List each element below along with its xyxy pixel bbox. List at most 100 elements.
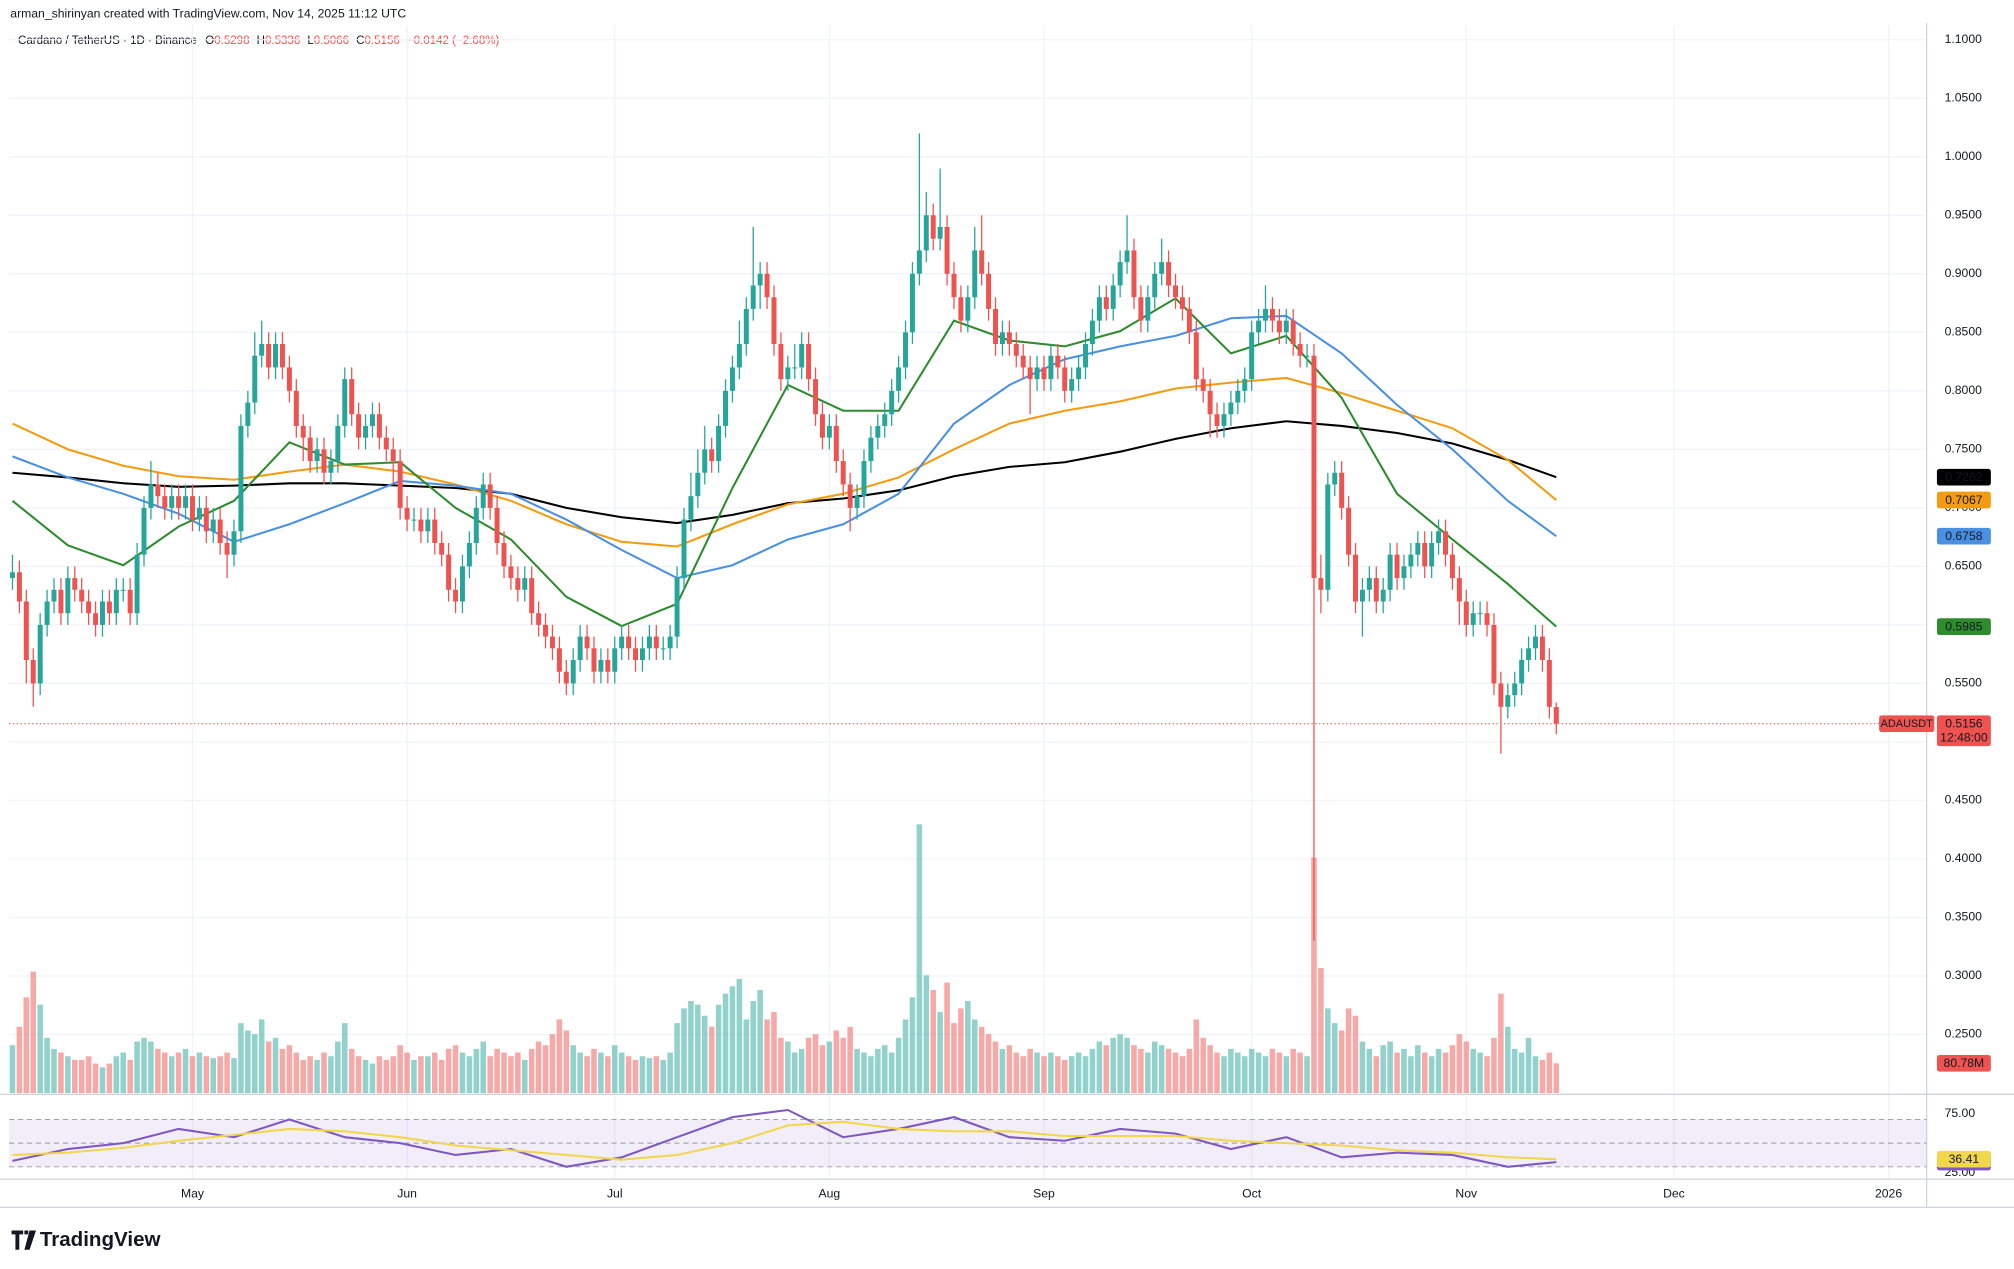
candle-body [979,250,985,274]
volume-bar [549,1034,556,1094]
volume-bar [736,978,743,1094]
volume-bar [272,1037,279,1094]
volume-bar [1151,1041,1158,1094]
volume-bar [902,1019,909,1094]
candle-body [986,273,992,309]
candle-body [1186,308,1192,333]
x-tick-label: Dec [1663,1187,1685,1201]
candle-body [1103,297,1109,309]
volume-bar [895,1037,902,1094]
line-series [12,1120,1557,1161]
volume-bar [771,1012,777,1094]
y-tick-label: 0.6500 [1945,559,1982,573]
candle-body [750,285,756,309]
ma-value-label-box [1936,491,1991,509]
candle-body [626,636,632,649]
y-tick-label: 0.9000 [1945,266,1982,280]
candle-body [9,572,15,579]
volume-bar [1034,1052,1040,1094]
volume-bar [376,1056,383,1094]
candle-body [245,402,251,426]
candle-body [764,273,770,298]
volume-bar [404,1052,410,1094]
volume-bar [51,1048,57,1094]
candle-body [1373,578,1379,602]
candle-body [1131,250,1137,298]
candle-body [633,648,639,661]
y-tick-label: 0.5500 [1945,676,1982,690]
candle-body [584,636,590,649]
legend-line: Cardano / TetherUS · 1D · Binance O0.529… [18,35,500,47]
candle-body [390,449,396,462]
volume-bar [314,1059,320,1094]
candle-body [155,484,161,497]
candle-body [792,367,798,369]
candle-body [1235,390,1241,403]
candle-body [1069,379,1075,391]
volume-bar [791,1052,798,1094]
volume-bar [854,1048,860,1094]
candle-body [903,332,909,368]
volume-bar [812,1034,819,1094]
candle-body [501,542,507,567]
volume-bar [653,1056,660,1094]
volume-bar [1511,1048,1518,1094]
candle-body [1553,707,1559,724]
volume-bar [335,1041,341,1094]
volume-bar [1352,1015,1359,1094]
candle-body [522,578,528,590]
volume-bar [85,1056,92,1094]
candle-body [653,636,659,649]
candle-body [1526,648,1532,661]
volume-bar [168,1056,175,1094]
volume-bar [1082,1056,1089,1094]
ticker-label: ADAUSDT [1881,718,1933,730]
volume-bar [868,1056,874,1094]
volume-bar [348,1048,355,1094]
candle-body [1484,613,1490,625]
candle-body [279,344,285,368]
candle-body [709,449,715,462]
candle-body [65,578,71,614]
volume-bar [286,1045,293,1094]
candle-body [951,273,957,298]
x-tick-label: Aug [819,1187,841,1201]
volume-bar [44,1037,50,1094]
candle-body [543,624,549,637]
volume-bar [134,1041,140,1094]
candle-body [58,589,64,614]
volume-bar [646,1058,653,1094]
candle-body [425,519,431,532]
volume-bar [798,1048,805,1094]
volume-bar [840,1037,846,1094]
ohlc-value: 0.5156 [365,35,400,47]
volume-bar [425,1056,431,1094]
volume-bar [521,1059,528,1094]
candle-body [266,344,272,368]
candle-body [1380,589,1386,602]
candle-body [854,496,860,508]
volume-bar [30,971,37,1094]
volume-bar [1013,1052,1020,1094]
candle-body [466,542,472,567]
candle-body [965,297,971,321]
y-tick-label: 0.2500 [1945,1027,1982,1041]
candle-body [826,425,832,438]
ma-value-label: 0.6758 [1945,529,1982,543]
candle-body [840,461,846,485]
candle-body [480,484,486,508]
candle-body [916,250,922,274]
volume-bar [674,1023,680,1094]
logo-mark [11,1230,36,1250]
volume-bar [1020,1056,1026,1094]
volume-bar [1027,1048,1033,1094]
volume-bar [473,1048,480,1094]
candle-body [695,472,701,497]
volume-bar [141,1037,147,1094]
candle-body [1456,578,1462,602]
candle-body [723,390,729,426]
ohlc-label: O [205,35,214,47]
volume-bar [1470,1048,1476,1094]
candle-body [1041,367,1047,380]
candle-body [1339,472,1345,508]
